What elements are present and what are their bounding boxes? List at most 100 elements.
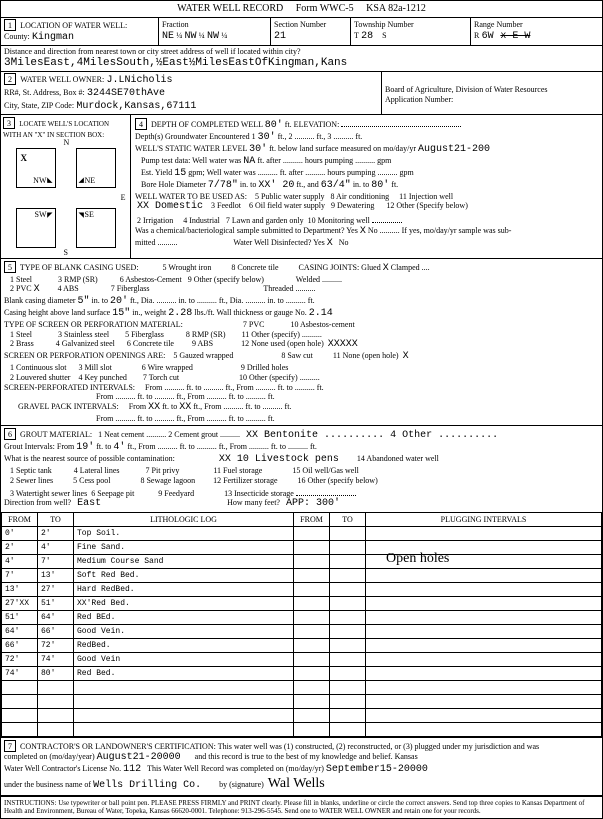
col-lith: LITHOLOGIC LOG (74, 513, 294, 527)
grout-heading: GROUT MATERIAL: (20, 430, 92, 439)
cc2: 2 Sewer lines (10, 476, 53, 485)
log-lith: Red Bed. (74, 667, 294, 681)
log-lith: Top Soil. (74, 527, 294, 541)
log-from (2, 695, 38, 709)
csh-wt-v: 2.28 (168, 308, 192, 319)
c6: 6 Asbestos-Cement (120, 275, 182, 284)
csh-rest: lbs./ft. Wall thickness or gauge No. (194, 308, 307, 317)
section-5: 5 TYPE OF BLANK CASING USED: 5 Wrought i… (1, 258, 602, 426)
section-7: 7 CONTRACTOR'S OR LANDOWNER'S CERTIFICAT… (1, 737, 602, 795)
log-to2 (330, 667, 366, 681)
o8: 8 Saw cut (281, 351, 313, 360)
section-7-num: 7 (4, 740, 16, 752)
log-row: 27'XX 51' XX'Red Bed. (2, 597, 602, 611)
log-to: 72' (38, 639, 74, 653)
cc4: 4 Lateral lines (74, 466, 120, 475)
locate-heading: LOCATE WELL'S LOCATION WITH AN "X" IN SE… (3, 120, 109, 139)
addr-label: RR#, St. Address, Box #: (4, 88, 85, 97)
log-lith: Red BEd. (74, 611, 294, 625)
bcd-to: in. to (92, 296, 108, 305)
distance-value: 3MilesEast,4MilesSouth,½East½MilesEastOf… (4, 57, 347, 69)
owner-heading: WATER WELL OWNER: (20, 75, 104, 84)
bore-and: ft., and (296, 180, 318, 189)
s10: 10 Asbestos-cement (290, 320, 354, 329)
distance-label: Distance and direction from nearest town… (4, 47, 301, 56)
use10: 10 Monitoring well (308, 216, 370, 225)
log-from2 (294, 583, 330, 597)
form-title-row: WATER WELL RECORD Form WWC-5 KSA 82a-121… (1, 1, 602, 17)
compass-n: N (64, 138, 70, 148)
section-label: Section Number (274, 20, 326, 29)
owner-value: J.LNicholis (106, 75, 172, 86)
log-to: 74' (38, 653, 74, 667)
gpi2: From .......... ft. to .......... ft., F… (96, 414, 275, 423)
section-4-num: 4 (135, 118, 147, 130)
log-row: 13' 27' Hard RedBed. (2, 583, 602, 597)
cc3: 3 Watertight sewer lines (10, 489, 87, 498)
log-lith: Soft Red Bed. (74, 569, 294, 583)
log-lith (74, 695, 294, 709)
gpi-label: GRAVEL PACK INTERVALS: (18, 402, 119, 411)
static-rest: ft. below land surface measured on mo/da… (269, 144, 416, 153)
cc11: 11 Fuel storage (213, 466, 262, 475)
log-to2 (330, 695, 366, 709)
casing-heading: TYPE OF BLANK CASING USED: (20, 263, 139, 272)
compass-s: S (64, 248, 68, 258)
township-t: T (354, 31, 359, 40)
log-from: 7' (2, 569, 38, 583)
fraction-value: NE (162, 31, 174, 42)
threaded: Threaded .......... (263, 284, 315, 293)
use12: 12 Other (Specify below) (386, 201, 468, 210)
c14: 14 Abandoned water well (357, 454, 439, 463)
log-row: 7' 13' Soft Red Bed. (2, 569, 602, 583)
q5: ¼ (221, 31, 227, 40)
section-1-row: 1 LOCATION OF WATER WELL: County: Kingma… (1, 17, 602, 45)
c10: XX 10 Livestock pens (219, 454, 339, 465)
log-from: 72' (2, 653, 38, 667)
log-to: 64' (38, 611, 74, 625)
gi-to: 4' (113, 442, 125, 453)
bore4: 80' (371, 180, 389, 191)
log-to2 (330, 681, 366, 695)
o2: 2 Louvered shutter (10, 373, 70, 382)
log-to2 (330, 625, 366, 639)
log-row: 2' 4' Fine Sand. (2, 541, 602, 555)
fraction-label: Fraction (162, 20, 189, 29)
s8: 8 RMP (SR) (186, 330, 226, 339)
open-label: SCREEN OR PERFORATION OPENINGS ARE: (4, 351, 165, 360)
log-to (38, 723, 74, 737)
log-header-row: FROM TO LITHOLOGIC LOG FROM TO PLUGGING … (2, 513, 602, 527)
log-row: 66' 72' RedBed. (2, 639, 602, 653)
cc1: 1 Septic tank (10, 466, 52, 475)
log-to (38, 681, 74, 695)
use8: 8 Air conditioning (330, 192, 389, 201)
cert-heading: CONTRACTOR'S OR LANDOWNER'S CERTIFICATIO… (20, 742, 216, 751)
estyield-rest: gpm; Well water was .......... ft. after… (188, 168, 413, 177)
pump-value: NA (243, 156, 255, 167)
o5: 5 Gauzed wrapped (173, 351, 233, 360)
joints-x: X (383, 263, 389, 274)
lic-value: 112 (123, 764, 141, 775)
cc8: 8 Sewage lagoon (140, 476, 195, 485)
estyield-label: Est. Yield (141, 168, 172, 177)
log-row: 74' 80' Red Bed. (2, 667, 602, 681)
log-lith (74, 681, 294, 695)
log-lith: Hard RedBed. (74, 583, 294, 597)
depth-value: 80' (265, 120, 283, 131)
use3: 3 Feedlot (211, 201, 241, 210)
log-from2 (294, 569, 330, 583)
sig-label: by (signature) (219, 780, 264, 789)
c8: 8 Concrete tile (231, 263, 278, 272)
c2x: X (34, 284, 40, 295)
feet-value: APP: 300' (286, 498, 340, 509)
log-to2 (330, 597, 366, 611)
col-from2: FROM (294, 513, 330, 527)
static-value: 30' (249, 144, 267, 155)
pump-label: Pump test data: Well water was (141, 156, 241, 165)
log-to (38, 709, 74, 723)
s1: 1 Steel (10, 330, 32, 339)
disinfect-label: Water Well Disinfected? Yes (233, 238, 324, 247)
o9: 9 Drilled holes (241, 363, 289, 372)
plug-note: Open holes (386, 551, 449, 568)
feet-label: How many feet? (227, 498, 280, 507)
